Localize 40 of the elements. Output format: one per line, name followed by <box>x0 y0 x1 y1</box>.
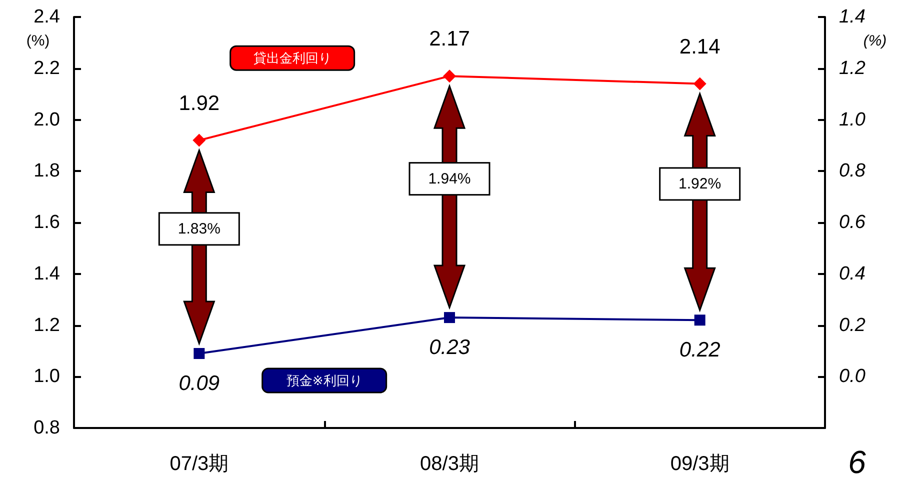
y-tick-label: 2.0 <box>34 109 60 130</box>
y-tick-label: 2.4 <box>34 6 60 28</box>
point <box>444 312 455 324</box>
y2-tick-label: 0.0 <box>839 366 866 388</box>
x-tick-label: 08/3期 <box>420 453 479 475</box>
y-tick-label: 1.2 <box>34 314 60 336</box>
x-tick-label: 07/3期 <box>170 453 229 475</box>
data-label: 0.09 <box>178 372 220 396</box>
y2-tick-label: 0.8 <box>839 160 866 182</box>
annotation: 1.94% <box>428 170 471 188</box>
data-label: 0.22 <box>679 338 721 362</box>
name-tag: 預金※利回り <box>262 368 388 394</box>
y2-axis-title: (%) <box>863 32 887 50</box>
y2-tick-label: 0.4 <box>839 263 866 284</box>
point <box>194 348 205 360</box>
name-tag: 貸出金利回り <box>230 45 356 71</box>
point <box>693 77 706 90</box>
point <box>443 70 456 83</box>
y2-tick-label: 0.6 <box>839 212 866 233</box>
x-tick-label: 09/3期 <box>670 453 730 475</box>
y-tick-label: 0.8 <box>34 418 60 438</box>
data-label: 2.14 <box>679 35 721 58</box>
y-tick-label: 1.4 <box>34 263 60 284</box>
point <box>694 314 706 326</box>
text: 6 <box>848 444 866 480</box>
y2-tick-label: 1.2 <box>839 58 866 79</box>
point <box>192 134 206 147</box>
y-axis-title: (%) <box>26 32 50 50</box>
y2-tick-label: 1.0 <box>839 109 866 130</box>
data-label: 1.92 <box>178 92 220 115</box>
y2-tick-label: 1.4 <box>839 6 866 28</box>
y-tick-label: 1.0 <box>34 366 60 388</box>
data-label: 2.17 <box>429 28 470 51</box>
y-tick-label: 1.6 <box>34 212 60 233</box>
y-tick-label: 2.2 <box>34 58 60 79</box>
annotation: 1.92% <box>678 175 722 192</box>
annotation: 1.83% <box>178 220 220 238</box>
y2-tick-label: 0.2 <box>839 314 866 336</box>
data-label: 0.23 <box>429 336 470 360</box>
y-tick-label: 1.8 <box>34 160 60 182</box>
